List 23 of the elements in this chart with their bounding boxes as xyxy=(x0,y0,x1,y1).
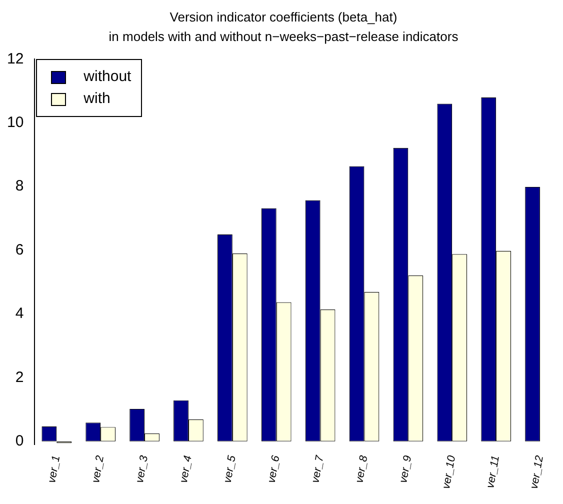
x-tick-label: ver_6 xyxy=(266,454,282,484)
y-tick-label: 6 xyxy=(15,241,24,258)
x-tick-label: ver_11 xyxy=(484,454,502,490)
y-tick-label: 8 xyxy=(15,178,24,195)
x-tick-label: ver_5 xyxy=(222,454,239,484)
legend-label: with xyxy=(84,89,110,110)
x-tick-label: ver_8 xyxy=(354,454,370,484)
y-tick-label: 10 xyxy=(6,114,24,132)
legend-label: without xyxy=(84,67,132,88)
x-tick-label: ver_12 xyxy=(528,454,546,490)
x-tick-label: ver_3 xyxy=(134,454,151,484)
y-tick-label: 12 xyxy=(6,50,24,68)
x-tick-label: ver_2 xyxy=(90,454,107,484)
x-tick-label: ver_9 xyxy=(398,454,414,484)
chart-title: Version indicator coefficients (beta_hat) xyxy=(170,9,398,24)
y-tick-label: 2 xyxy=(15,368,24,386)
y-tick-label: 0 xyxy=(15,432,24,450)
x-tick-label: ver_10 xyxy=(440,454,458,490)
x-tick-label: ver_7 xyxy=(310,454,326,484)
y-tick-label: 4 xyxy=(15,305,24,322)
x-tick-label: ver_4 xyxy=(178,454,194,484)
chart-subtitle: in models with and without n−weeks−past−release indicators xyxy=(108,28,459,44)
x-tick-label: ver_1 xyxy=(46,454,63,484)
